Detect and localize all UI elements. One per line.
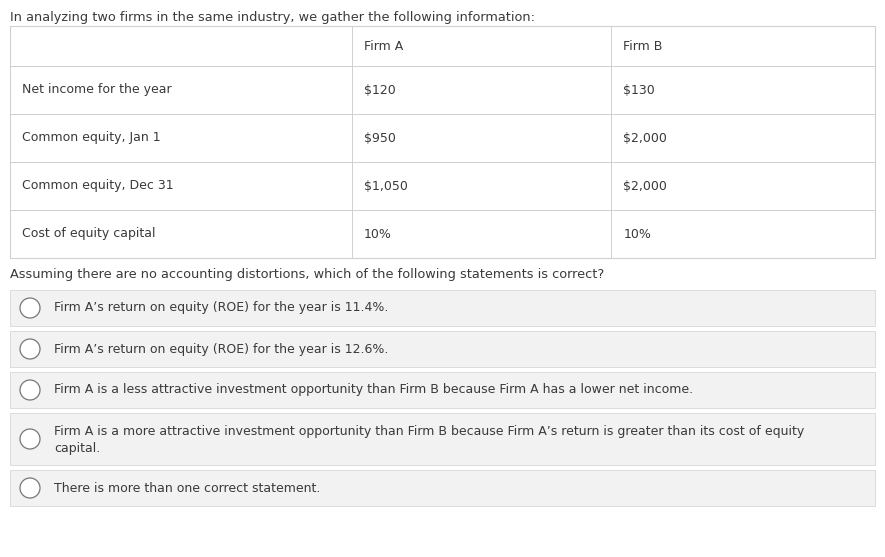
Text: There is more than one correct statement.: There is more than one correct statement… <box>54 481 320 495</box>
Text: $1,050: $1,050 <box>364 179 408 193</box>
Text: In analyzing two firms in the same industry, we gather the following information: In analyzing two firms in the same indus… <box>10 11 535 24</box>
Bar <box>10 331 875 367</box>
Circle shape <box>20 429 40 449</box>
Text: Firm A’s return on equity (ROE) for the year is 11.4%.: Firm A’s return on equity (ROE) for the … <box>54 301 389 315</box>
Text: capital.: capital. <box>54 442 100 455</box>
Text: $130: $130 <box>623 84 655 96</box>
Text: B: B <box>26 343 34 355</box>
Text: Firm A’s return on equity (ROE) for the year is 12.6%.: Firm A’s return on equity (ROE) for the … <box>54 343 389 355</box>
Text: Net income for the year: Net income for the year <box>22 84 172 96</box>
Text: Assuming there are no accounting distortions, which of the following statements : Assuming there are no accounting distort… <box>10 268 604 281</box>
Text: Common equity, Jan 1: Common equity, Jan 1 <box>22 131 160 144</box>
Text: E: E <box>27 481 34 495</box>
Circle shape <box>20 478 40 498</box>
Bar <box>10 26 875 258</box>
Bar <box>10 413 875 465</box>
Text: Firm A: Firm A <box>364 40 403 52</box>
Circle shape <box>20 339 40 359</box>
Circle shape <box>20 380 40 400</box>
Text: C: C <box>26 384 35 397</box>
Text: $950: $950 <box>364 131 396 144</box>
Bar <box>10 372 875 408</box>
Text: $120: $120 <box>364 84 396 96</box>
Text: D: D <box>26 432 35 446</box>
Text: Common equity, Dec 31: Common equity, Dec 31 <box>22 179 173 193</box>
Text: $2,000: $2,000 <box>623 179 667 193</box>
Circle shape <box>20 298 40 318</box>
Text: Cost of equity capital: Cost of equity capital <box>22 227 156 241</box>
Text: 10%: 10% <box>364 227 391 241</box>
Text: Firm A is a more attractive investment opportunity than Firm B because Firm A’s : Firm A is a more attractive investment o… <box>54 424 804 438</box>
Text: Firm B: Firm B <box>623 40 663 52</box>
Text: 10%: 10% <box>623 227 651 241</box>
Text: Firm A is a less attractive investment opportunity than Firm B because Firm A ha: Firm A is a less attractive investment o… <box>54 384 693 397</box>
Text: $2,000: $2,000 <box>623 131 667 144</box>
Text: A: A <box>26 301 34 315</box>
Bar <box>10 470 875 506</box>
Bar <box>10 290 875 326</box>
